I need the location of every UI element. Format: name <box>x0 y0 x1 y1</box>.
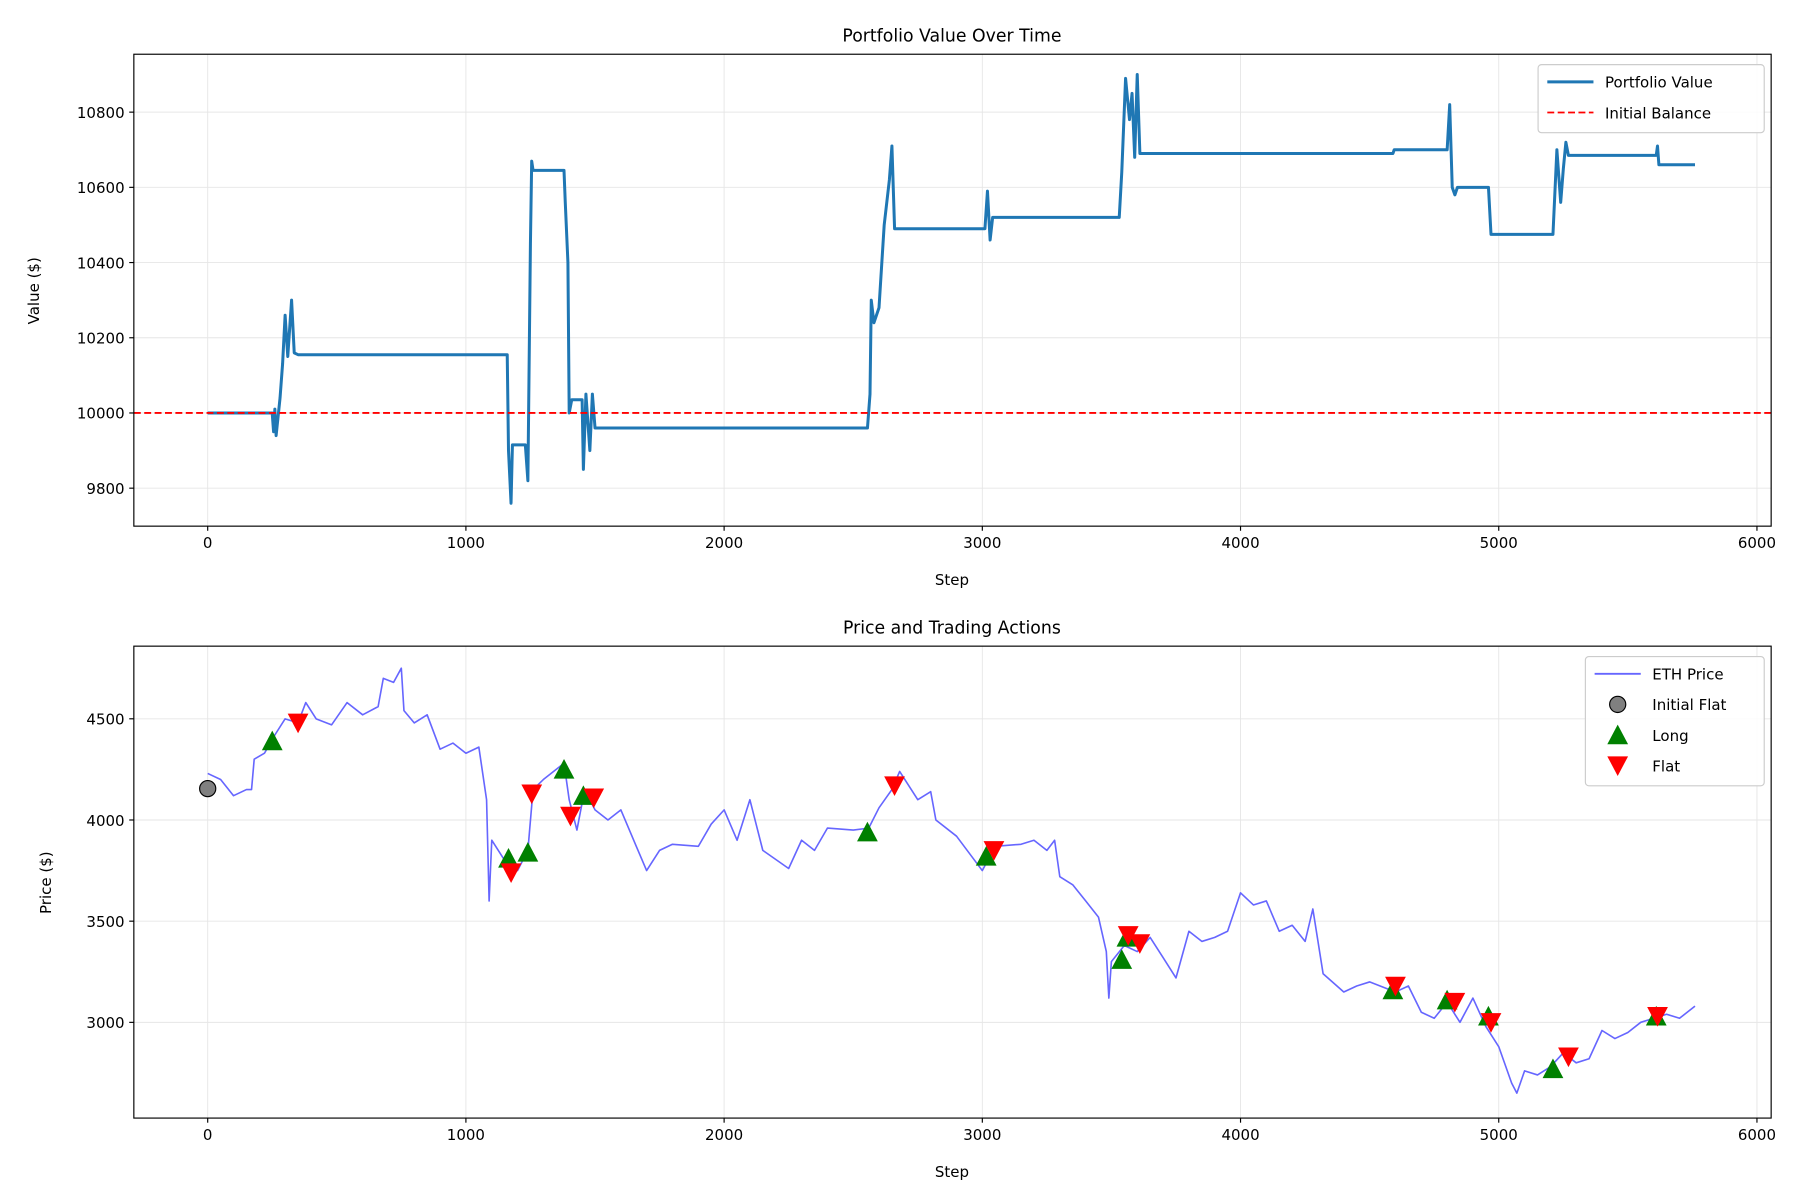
long-marker <box>573 785 594 805</box>
x-tick-label: 5000 <box>1480 534 1518 552</box>
x-tick-label: 1000 <box>447 534 485 552</box>
flat-marker <box>1647 1007 1668 1027</box>
long-marker <box>1111 949 1133 969</box>
long-marker <box>498 848 519 868</box>
y-tick-label: 9800 <box>86 480 124 498</box>
y-tick-label: 10400 <box>77 254 125 272</box>
grid <box>133 54 1772 527</box>
long-marker <box>975 846 997 866</box>
y-tick-label: 10000 <box>77 405 125 423</box>
x-tick-label: 4000 <box>1221 1126 1259 1144</box>
legend-label-eth-price: ETH Price <box>1652 666 1723 684</box>
x-tick-label: 3000 <box>963 534 1001 552</box>
x-tick-label: 2000 <box>705 1126 743 1144</box>
y-tick-label: 4500 <box>86 711 124 729</box>
price-actions-axes: Price and Trading Actions Step Price ($)… <box>37 618 1776 1180</box>
legend-box <box>1584 655 1765 787</box>
x-axis-label: Step <box>935 1163 969 1181</box>
plot-area <box>133 73 1772 505</box>
x-tick-label: 3000 <box>963 1126 1001 1144</box>
long-marker <box>1542 1058 1564 1079</box>
chart-title: Price and Trading Actions <box>843 618 1061 638</box>
long-marker <box>517 841 539 862</box>
x-tick-label: 1000 <box>447 1126 485 1144</box>
x-tick-label: 2000 <box>705 534 743 552</box>
legend-label-portfolio-value: Portfolio Value <box>1605 74 1713 92</box>
axes-frame <box>133 53 1772 527</box>
x-tick-label: 0 <box>203 534 213 552</box>
legend-label-initial-flat: Initial Flat <box>1652 696 1726 714</box>
flat-marker <box>521 784 543 805</box>
y-tick-label: 10800 <box>77 104 125 122</box>
flat-marker <box>983 841 1005 861</box>
y-tick-label: 10200 <box>77 330 125 348</box>
flat-marker <box>287 713 309 734</box>
legend-label-flat: Flat <box>1652 757 1680 775</box>
grid <box>133 646 1772 1119</box>
flat-marker <box>500 863 522 883</box>
flat-marker <box>1117 926 1139 946</box>
flat-marker <box>1444 992 1466 1013</box>
legend: ETH Price Initial Flat Long Flat <box>1584 655 1765 787</box>
y-axis-label: Price ($) <box>37 851 55 914</box>
legend-label-long: Long <box>1652 727 1688 745</box>
y-tick-label: 10600 <box>77 179 125 197</box>
plot-area <box>199 667 1696 1094</box>
x-tick-label: 0 <box>203 1126 213 1144</box>
portfolio-value-axes: Portfolio Value Over Time Step Value ($)… <box>25 27 1776 589</box>
legend-swatch-flat <box>1607 756 1629 776</box>
flat-marker <box>1480 1013 1502 1033</box>
y-tick-label: 3500 <box>86 913 124 931</box>
x-tick-label: 6000 <box>1738 1126 1776 1144</box>
initial-flat-marker <box>199 779 217 798</box>
eth-price-line <box>207 667 1696 1094</box>
long-marker <box>553 759 575 779</box>
flat-marker <box>1129 934 1151 954</box>
x-axis-label: Step <box>935 571 969 589</box>
flat-marker <box>1558 1047 1579 1068</box>
long-marker <box>261 730 283 751</box>
x-tick-label: 6000 <box>1738 534 1776 552</box>
flat-marker <box>583 788 605 809</box>
y-axis-label: Value ($) <box>25 257 43 324</box>
legend-box <box>1537 64 1765 134</box>
legend: Portfolio Value Initial Balance <box>1537 64 1765 134</box>
y-tick-label: 3000 <box>86 1014 124 1032</box>
axes-frame <box>133 645 1772 1119</box>
flat-marker <box>1385 976 1406 997</box>
x-tick-label: 5000 <box>1480 1126 1518 1144</box>
x-tick-label: 4000 <box>1221 534 1259 552</box>
flat-marker <box>884 776 905 796</box>
flat-marker <box>560 806 581 827</box>
legend-label-initial-balance: Initial Balance <box>1605 104 1711 122</box>
long-marker <box>857 821 878 842</box>
y-tick-label: 4000 <box>86 812 124 830</box>
portfolio-value-line <box>207 73 1695 505</box>
chart-title: Portfolio Value Over Time <box>842 27 1061 47</box>
legend-swatch-long <box>1607 724 1629 745</box>
legend-swatch-initial-flat <box>1609 695 1627 714</box>
